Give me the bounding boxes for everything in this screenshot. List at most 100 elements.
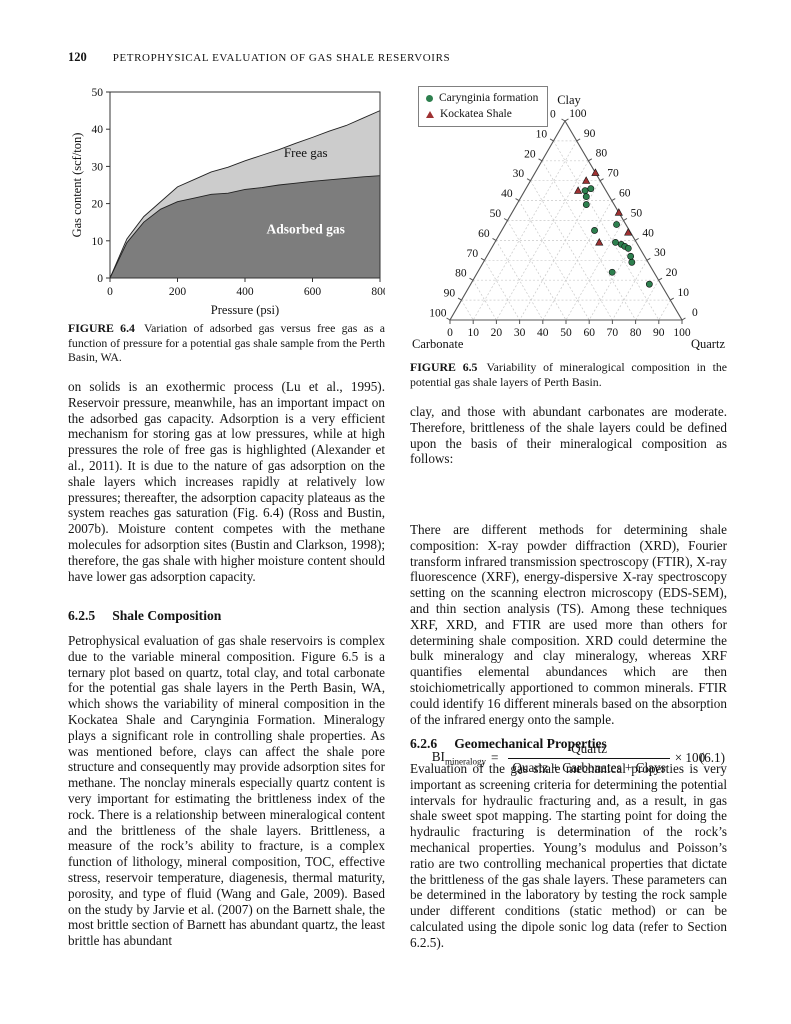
clay-tick-label: 40 <box>642 227 654 239</box>
legend-label-kockatea: Kockatea Shale <box>440 108 512 120</box>
equation-multiplier: × 100 <box>674 750 706 765</box>
quartz-tick-label: 20 <box>491 327 503 339</box>
quartz-tick-label: 70 <box>607 327 619 339</box>
ternary-gridline <box>496 160 589 321</box>
data-point-carynginia <box>582 201 590 208</box>
data-point-carynginia <box>645 280 653 288</box>
quartz-tick-label: 40 <box>537 327 549 339</box>
paragraph-shale-composition: Petrophysical evaluation of gas shale re… <box>68 633 385 949</box>
data-point-carynginia <box>608 268 616 276</box>
y-tick-label: 0 <box>97 273 103 285</box>
equation-number: (6.1) <box>699 750 725 765</box>
paragraph-adsorption: on solids is an exothermic process (Lu e… <box>68 379 385 584</box>
y-tick-label: 20 <box>92 199 104 211</box>
y-tick-label: 10 <box>92 236 104 248</box>
page-number: 120 <box>68 50 87 64</box>
tick <box>564 118 569 122</box>
equation-lhs: BImineralogy <box>431 749 486 767</box>
section-title: Shale Composition <box>112 608 222 623</box>
total-gas-curve <box>109 110 381 279</box>
area-free-gas <box>110 110 380 278</box>
carbonate-tick-label: 40 <box>501 188 513 200</box>
carbonate-tick-label: 80 <box>455 268 467 280</box>
carbonate-tick-label: 10 <box>536 128 548 140</box>
carbonate-tick-label: 60 <box>478 228 490 240</box>
section-number: 6.2.6 <box>410 736 438 751</box>
clay-tick-label: 90 <box>584 128 596 140</box>
clay-tick-label: 100 <box>569 108 587 120</box>
section-title: Geomechanical Properties <box>454 736 607 751</box>
ternary-gridline <box>472 140 578 321</box>
figure-6-4: 0 200 400 600 800 0 10 20 30 40 50 Pressure (psi) Ga… <box>68 86 389 323</box>
data-point-kockatea <box>614 208 623 216</box>
paragraph-brittleness-intro: clay, and those with abundant carbonates… <box>410 404 727 467</box>
ternary-gridline <box>461 299 474 321</box>
ternary-gridline <box>484 260 520 321</box>
tick <box>526 178 531 182</box>
quartz-tick-label: 100 <box>673 327 691 339</box>
x-tick-label: 600 <box>304 286 322 298</box>
right-column-paragraph-1: clay, and those with abundant carbonates… <box>410 404 727 467</box>
ternary-gridline <box>588 240 636 321</box>
data-point-carynginia <box>581 187 589 195</box>
tick <box>446 317 451 321</box>
data-point-carynginia <box>624 244 632 252</box>
section-number: 6.2.5 <box>68 608 96 623</box>
clay-tick-label: 10 <box>677 287 689 299</box>
data-point-kockatea <box>595 237 604 246</box>
right-column-paragraph-3: Evaluation of the gas shale mechanical p… <box>410 761 727 951</box>
x-tick-label: 800 <box>371 286 385 298</box>
adsorbed-gas-curve <box>109 175 381 279</box>
figure-6-4-chart: 0 200 400 600 800 0 10 20 30 40 50 Pressure (psi) Ga… <box>70 87 389 317</box>
tick <box>576 138 581 142</box>
ternary-gridline <box>612 260 648 321</box>
tick <box>538 158 543 162</box>
tick <box>503 218 508 221</box>
left-column-paragraph-2: Petrophysical evaluation of gas shale re… <box>68 633 385 949</box>
data-point-carynginia <box>582 193 590 201</box>
carbonate-tick-label: 70 <box>467 248 479 260</box>
figure-6-4-caption-text: Variation of adsorbed gas versus free ga… <box>68 321 386 365</box>
left-column-paragraph-1: on solids is an exothermic process (Lu e… <box>68 379 385 584</box>
series-label: Adsorbed gas <box>267 221 345 236</box>
tick <box>469 277 474 281</box>
tick <box>611 198 616 202</box>
legend-circle-marker-icon <box>426 94 433 102</box>
equation-equals: = <box>490 750 499 765</box>
quartz-tick-label: 0 <box>447 327 453 339</box>
figure-6-5-caption: FIGURE 6.5 Variability of mineralogical c… <box>410 360 727 389</box>
equation-numerator: Quartz <box>571 740 607 756</box>
tick <box>599 178 604 182</box>
x-tick-label: 400 <box>236 286 254 298</box>
legend-triangle-marker-icon <box>426 110 434 118</box>
tick <box>623 218 628 221</box>
paragraph-geomechanical: Evaluation of the gas shale mechanical p… <box>410 761 727 950</box>
running-head-title: PETROPHYSICAL EVALUATION OF GAS SHALE RE… <box>112 52 451 64</box>
ternary-gridline <box>519 180 601 321</box>
figure-6-5-legend: Carynginia formation Kockatea Shale <box>418 86 549 127</box>
y-tick-label: 40 <box>92 124 104 136</box>
data-point-carynginia <box>612 238 619 246</box>
clay-tick-label: 80 <box>596 148 608 160</box>
carbonate-tick-label: 50 <box>490 208 502 220</box>
ternary-gridline <box>565 220 624 321</box>
figure-6-4-caption: FIGURE 6.4 Variation of adsorbed gas vers… <box>68 321 385 365</box>
data-point-kockatea <box>624 228 633 236</box>
clay-tick-label: 0 <box>692 307 698 319</box>
legend-item-carynginia: Carynginia formation <box>426 90 538 106</box>
ternary-gridline <box>542 200 613 321</box>
data-point-kockatea <box>582 176 591 184</box>
tick <box>561 118 566 122</box>
y-tick-label: 30 <box>92 161 104 173</box>
clay-tick-label: 30 <box>654 247 666 259</box>
tick <box>549 138 554 142</box>
paragraph-composition-methods: There are different methods for determin… <box>410 522 727 727</box>
data-point-carynginia <box>627 252 635 260</box>
section-heading-6-2-6: 6.2.6 Geomechanical Properties <box>410 736 727 752</box>
tick <box>492 237 497 241</box>
quartz-tick-label: 10 <box>467 327 479 339</box>
area-adsorbed-gas <box>110 175 380 278</box>
clay-tick-label: 20 <box>666 267 678 279</box>
quartz-tick-label: 80 <box>630 327 642 339</box>
data-point-kockatea <box>591 168 600 176</box>
